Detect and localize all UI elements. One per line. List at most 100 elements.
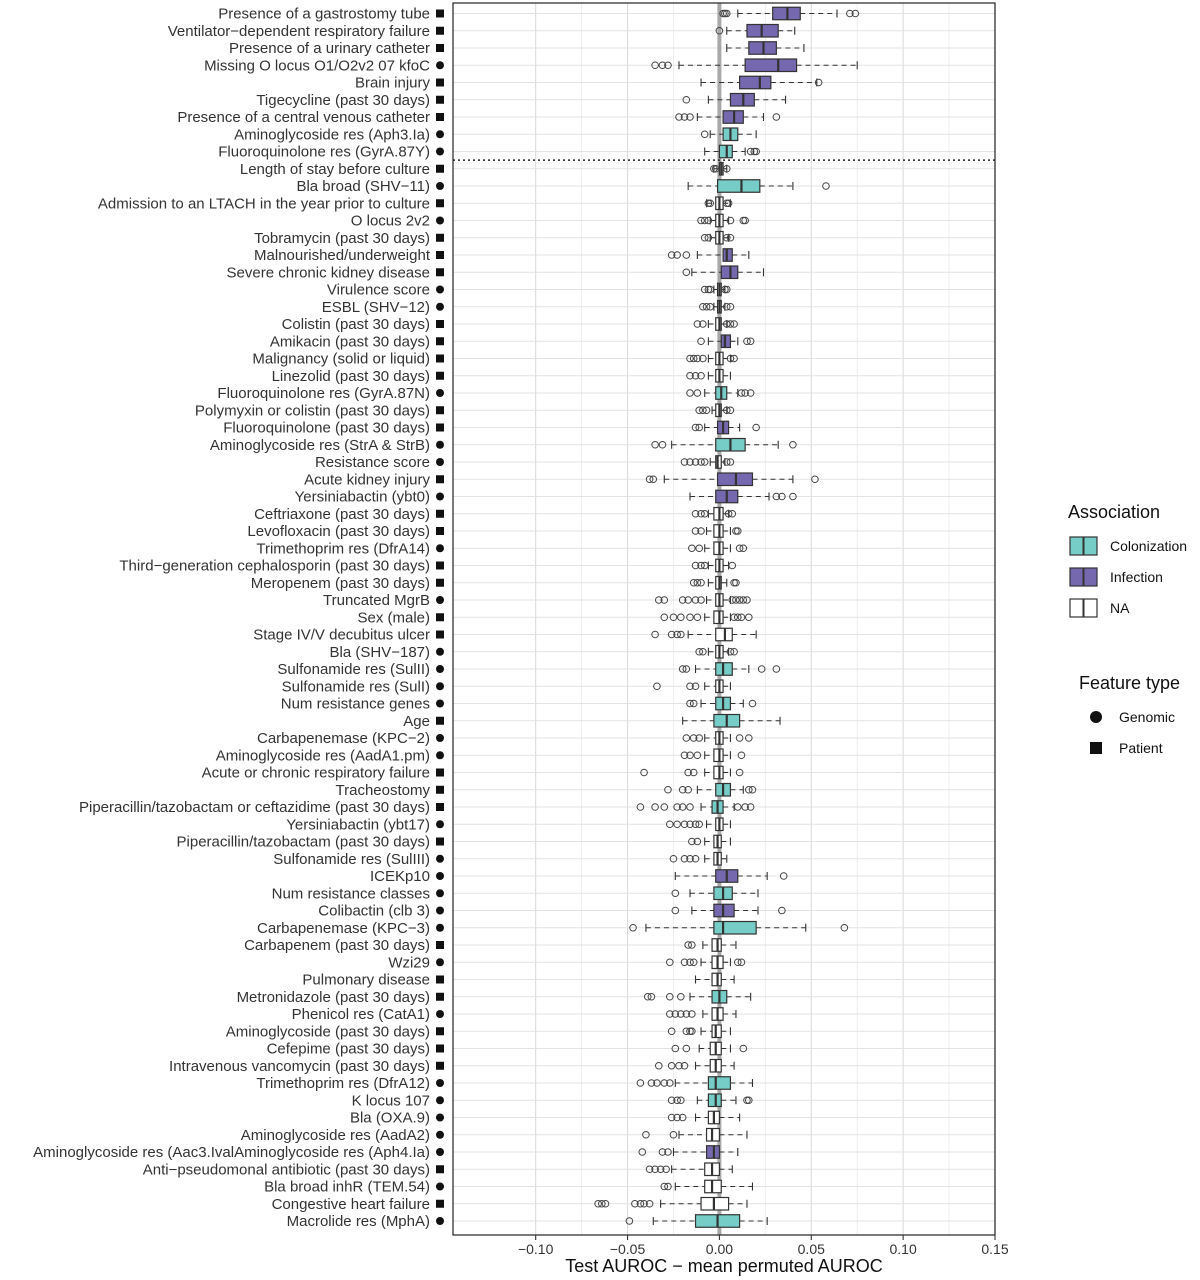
- patient-marker: [436, 975, 444, 984]
- outlier-point: [711, 164, 720, 173]
- outlier-point: [678, 596, 687, 604]
- outlier-point: [664, 1182, 672, 1191]
- box-40: [686, 696, 757, 711]
- outlier-point: [814, 78, 823, 87]
- outlier-point: [686, 820, 694, 829]
- panel-border: [452, 2, 996, 1236]
- feature-label: Admission to an LTACH in the year prior …: [98, 195, 430, 212]
- genomic-marker: [436, 285, 444, 294]
- outlier-point: [722, 320, 731, 328]
- outlier-point: [647, 992, 656, 1001]
- outlier-point: [682, 251, 691, 259]
- patient-marker: [436, 268, 444, 277]
- feature-label: Trimethoprim res (DfrA14): [256, 540, 430, 557]
- feature-label: O locus 2v2: [351, 213, 430, 230]
- genomic-marker: [436, 1113, 444, 1122]
- patient-marker: [436, 768, 444, 777]
- patient-marker: [436, 837, 444, 846]
- outlier-point: [658, 440, 667, 449]
- outlier-point: [686, 751, 694, 760]
- feature-label: Pulmonary disease: [302, 972, 430, 989]
- box-38: [678, 662, 781, 676]
- genomic-marker: [436, 665, 444, 673]
- outlier-point: [680, 1061, 689, 1070]
- patient-marker: [436, 1165, 444, 1174]
- feature-label: Presence of a gastrostomy tube: [218, 6, 430, 23]
- outlier-point: [726, 406, 735, 415]
- outlier-point: [739, 544, 748, 553]
- outlier-point: [686, 613, 694, 622]
- patient-marker: [436, 578, 444, 587]
- outlier-point: [684, 768, 692, 777]
- patient-marker: [436, 561, 444, 570]
- patient-marker: [436, 337, 444, 346]
- box-42: [682, 731, 753, 745]
- patient-marker: [436, 509, 444, 518]
- outlier-point: [691, 509, 700, 518]
- genomic-marker: [436, 1079, 444, 1087]
- box-17: [699, 299, 735, 314]
- outlier-point: [704, 216, 713, 225]
- outlier-point: [647, 1079, 656, 1087]
- feature-label: Carbapenem (past 30 days): [244, 937, 430, 954]
- outlier-point: [748, 699, 757, 708]
- genomic-marker: [436, 906, 444, 915]
- patient-marker: [436, 803, 444, 811]
- outlier-point: [686, 803, 694, 811]
- outlier-point: [789, 440, 797, 449]
- box-55: [666, 955, 746, 970]
- outlier-point: [677, 630, 685, 639]
- box-18: [693, 317, 738, 331]
- outlier-point: [689, 734, 698, 742]
- outlier-point: [851, 9, 860, 18]
- box-20: [686, 351, 738, 366]
- outlier-point: [743, 596, 751, 604]
- legend-label: Infection: [1110, 569, 1163, 585]
- feature-label: Amikacin (past 30 days): [270, 333, 430, 350]
- outlier-point: [746, 337, 755, 346]
- outlier-point: [688, 544, 696, 553]
- outlier-point: [673, 630, 681, 639]
- box-5: [682, 92, 787, 107]
- legend-patient-icon: [1090, 742, 1102, 754]
- feature-label: Trimethoprim res (DfrA12): [256, 1075, 430, 1092]
- outlier-point: [691, 854, 700, 863]
- outlier-point: [673, 251, 681, 259]
- outlier-point: [746, 147, 755, 156]
- patient-marker: [436, 78, 444, 87]
- outlier-point: [702, 406, 711, 415]
- boxes-layer: [594, 6, 860, 1228]
- x-tick-label: 0.10: [890, 1241, 917, 1257]
- feature-label: Sulfonamide res (SulIII): [273, 851, 430, 868]
- outlier-point: [728, 509, 737, 518]
- outlier-point: [629, 923, 637, 932]
- outlier-point: [682, 268, 691, 277]
- outlier-point: [735, 768, 744, 777]
- outlier-point: [667, 630, 676, 639]
- patient-marker: [436, 164, 444, 173]
- feature-label: Yersiniabactin (ybt17): [286, 816, 430, 833]
- outlier-point: [656, 1165, 665, 1174]
- outlier-point: [677, 1010, 685, 1018]
- outlier-point: [651, 440, 659, 449]
- outlier-point: [689, 578, 698, 587]
- outlier-point: [667, 1113, 676, 1122]
- outlier-point: [684, 785, 692, 794]
- feature-label: Polymyxin or colistin (past 30 days): [195, 402, 430, 419]
- feature-label: Aminoglycoside (past 30 days): [226, 1023, 430, 1040]
- box-12: [697, 213, 749, 228]
- outlier-point: [636, 1079, 645, 1087]
- genomic-marker: [436, 854, 444, 863]
- legend-genomic-icon: [1090, 711, 1102, 723]
- outlier-point: [649, 475, 658, 484]
- outlier-point: [789, 492, 797, 501]
- outlier-point: [636, 803, 645, 811]
- outlier-point: [682, 95, 691, 104]
- genomic-marker: [436, 820, 444, 829]
- outlier-point: [699, 354, 707, 363]
- box-61: [654, 1058, 735, 1073]
- outlier-point: [737, 751, 746, 760]
- patient-marker: [436, 716, 444, 725]
- legend: Association Colonization Infection NA Featur…: [1068, 502, 1187, 756]
- patient-marker: [436, 26, 444, 35]
